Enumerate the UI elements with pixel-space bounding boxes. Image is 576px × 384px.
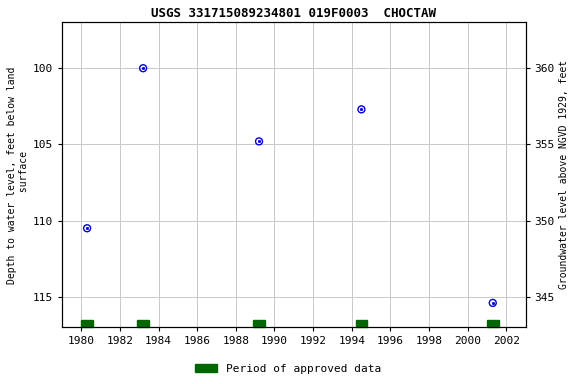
Point — [488, 300, 498, 306]
Bar — [253, 320, 265, 327]
Point — [357, 106, 366, 113]
Point — [255, 138, 264, 144]
Point — [82, 225, 92, 231]
Point — [82, 225, 92, 231]
Y-axis label: Depth to water level, feet below land
 surface: Depth to water level, feet below land su… — [7, 66, 29, 284]
Bar — [81, 320, 93, 327]
Bar — [137, 320, 149, 327]
Y-axis label: Groundwater level above NGVD 1929, feet: Groundwater level above NGVD 1929, feet — [559, 60, 569, 290]
Legend: Period of approved data: Period of approved data — [191, 359, 385, 379]
Point — [488, 300, 498, 306]
Point — [255, 138, 264, 144]
Point — [138, 65, 147, 71]
Point — [357, 106, 366, 113]
Bar — [355, 320, 367, 327]
Point — [138, 65, 147, 71]
Bar — [487, 320, 499, 327]
Title: USGS 331715089234801 019F0003  CHOCTAW: USGS 331715089234801 019F0003 CHOCTAW — [151, 7, 436, 20]
